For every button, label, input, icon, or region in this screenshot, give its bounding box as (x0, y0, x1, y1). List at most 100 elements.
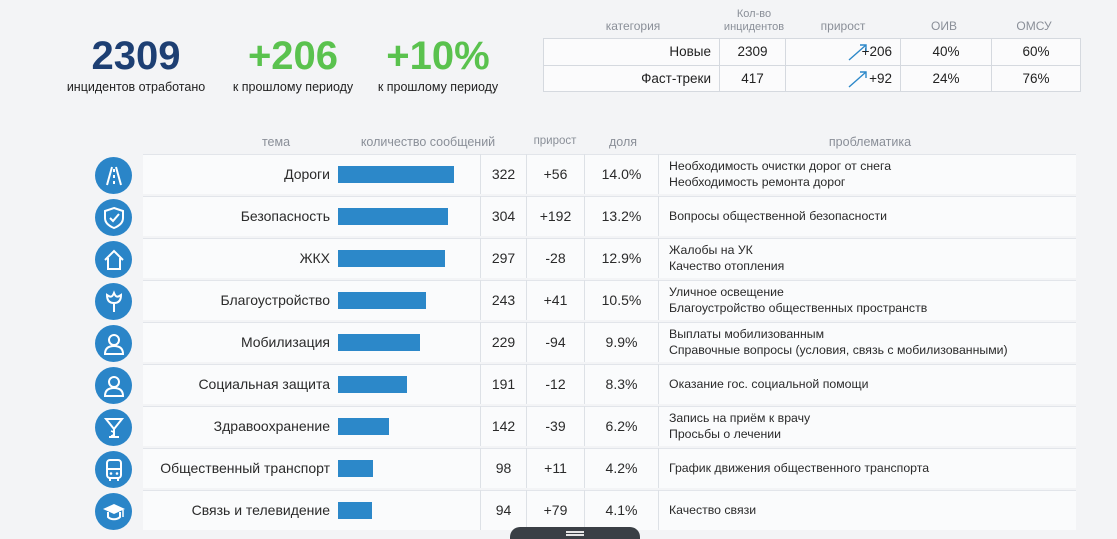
problem-text: Благоустройство общественных пространств (669, 301, 928, 315)
problems-cell: Необходимость очистки дорог от снега Необ… (658, 154, 1076, 194)
cat-header-growth: прирост (820, 19, 866, 33)
topic-name: Благоустройство (220, 292, 330, 308)
category-growth: +92 (785, 66, 900, 92)
messages-count: 98 (480, 448, 526, 488)
house-icon (95, 241, 132, 278)
topic-row[interactable]: Социальная защита 191 -12 8.3% Оказание гос.… (90, 364, 1076, 404)
share-value: 9.9% (584, 322, 658, 362)
problems-cell: Уличное освещение Благоустройство обществ… (658, 280, 1076, 320)
category-row: Новые 2309 +206 40% 60% (544, 39, 1080, 65)
cat-header-category: категория (605, 19, 661, 33)
topic-name: Дороги (284, 166, 330, 182)
problem-text: Необходимость очистки дорог от снега (669, 159, 892, 173)
messages-bar (338, 418, 389, 435)
topic-row[interactable]: Связь и телевидение 94 +79 4.1% Качество свя… (90, 490, 1076, 530)
header-problems: проблематика (828, 135, 912, 149)
messages-bar (338, 502, 372, 519)
bottom-toolbar-handle[interactable] (510, 527, 640, 539)
topic-row[interactable]: Мобилизация 229 -94 9.9% Выплаты мобилизован… (90, 322, 1076, 362)
row-background (143, 238, 1076, 278)
topic-row[interactable]: Здравоохранение 142 -39 6.2% Запись на приём… (90, 406, 1076, 446)
messages-count: 229 (480, 322, 526, 362)
cat-header-oiv: ОИВ (931, 19, 957, 33)
kpi-growth-abs: +206 к прошлому периоду (224, 34, 362, 94)
row-background (143, 196, 1076, 236)
shield-check-icon (95, 199, 132, 236)
problem-text: Жалобы на УК (669, 243, 753, 257)
messages-count: 297 (480, 238, 526, 278)
category-name: Новые (669, 44, 711, 59)
share-value: 12.9% (584, 238, 658, 278)
messages-count: 142 (480, 406, 526, 446)
growth-value: -28 (526, 238, 584, 278)
category-omsu: 76% (991, 66, 1080, 92)
person-icon (95, 367, 132, 404)
row-background (143, 280, 1076, 320)
problem-text: Необходимость ремонта дорог (669, 175, 846, 189)
category-row: Фаст-треки 417 +92 24% 76% (544, 65, 1080, 92)
problems-cell: Качество связи (658, 490, 1076, 530)
share-value: 6.2% (584, 406, 658, 446)
problem-text: Вопросы общественной безопасности (669, 209, 887, 223)
problems-cell: Запись на приём к врачу Просьбы о лечении (658, 406, 1076, 446)
bus-icon (95, 451, 132, 488)
category-oiv: 40% (900, 39, 991, 65)
problem-text: Качество связи (669, 503, 757, 517)
menu-icon (566, 531, 584, 533)
topic-row[interactable]: Благоустройство 243 +41 10.5% Уличное освеще… (90, 280, 1076, 320)
growth-value: -12 (526, 364, 584, 404)
share-value: 8.3% (584, 364, 658, 404)
messages-bar (338, 460, 373, 477)
row-background (143, 322, 1076, 362)
graduation-cap-icon (95, 493, 132, 530)
messages-bar (338, 166, 454, 183)
topic-row[interactable]: Дороги 322 +56 14.0% Необходимость очистки д… (90, 154, 1076, 194)
cat-header-count: Кол-во инцидентов (723, 8, 785, 33)
growth-value: +41 (526, 280, 584, 320)
growth-value: +56 (526, 154, 584, 194)
category-count: 417 (719, 66, 785, 92)
growth-value: -39 (526, 406, 584, 446)
kpi-incidents-caption: инцидентов отработано (66, 80, 206, 94)
problem-text: Качество отопления (669, 259, 785, 273)
messages-bar (338, 208, 448, 225)
messages-bar (338, 334, 420, 351)
topic-name: Здравоохранение (213, 418, 330, 434)
cat-header-omsu: ОМСУ (1016, 19, 1052, 33)
roads-icon (95, 157, 132, 194)
category-name: Фаст-треки (641, 71, 711, 86)
share-value: 4.1% (584, 490, 658, 530)
topic-name: Безопасность (240, 208, 330, 224)
growth-value: +192 (526, 196, 584, 236)
header-share: доля (608, 135, 638, 149)
problems-cell: Вопросы общественной безопасности (658, 196, 1076, 236)
topic-row[interactable]: Общественный транспорт 98 +11 4.2% График дв… (90, 448, 1076, 488)
kpi-growth-abs-caption: к прошлому периоду (232, 80, 354, 94)
row-background (143, 448, 1076, 488)
growth-value: +11 (526, 448, 584, 488)
growth-arrow-icon (848, 71, 867, 88)
topic-row[interactable]: Безопасность 304 +192 13.2% Вопросы обществе… (90, 196, 1076, 236)
share-value: 10.5% (584, 280, 658, 320)
messages-count: 243 (480, 280, 526, 320)
problems-cell: Оказание гос. социальной помощи (658, 364, 1076, 404)
kpi-growth-pct-caption: к прошлому периоду (377, 80, 499, 94)
problem-text: График движения общественного транспорта (669, 461, 930, 475)
problem-text: Уличное освещение (669, 285, 784, 299)
topic-row[interactable]: ЖКХ 297 -28 12.9% Жалобы на УК Качество отопл… (90, 238, 1076, 278)
row-background (143, 364, 1076, 404)
kpi-growth-abs-value: +206 (247, 34, 339, 78)
topic-name: ЖКХ (299, 250, 330, 266)
kpi-incidents-value: 2309 (91, 34, 181, 78)
messages-bar (338, 250, 445, 267)
row-background (143, 490, 1076, 530)
problem-text: Просьбы о лечении (669, 427, 782, 441)
growth-value: -94 (526, 322, 584, 362)
problem-text: Выплаты мобилизованным (669, 327, 825, 341)
topic-name: Социальная защита (198, 376, 330, 392)
header-growth: прирост (533, 135, 577, 147)
messages-count: 191 (480, 364, 526, 404)
category-omsu: 60% (991, 39, 1080, 65)
messages-count: 322 (480, 154, 526, 194)
header-messages: количество сообщений (360, 135, 496, 149)
